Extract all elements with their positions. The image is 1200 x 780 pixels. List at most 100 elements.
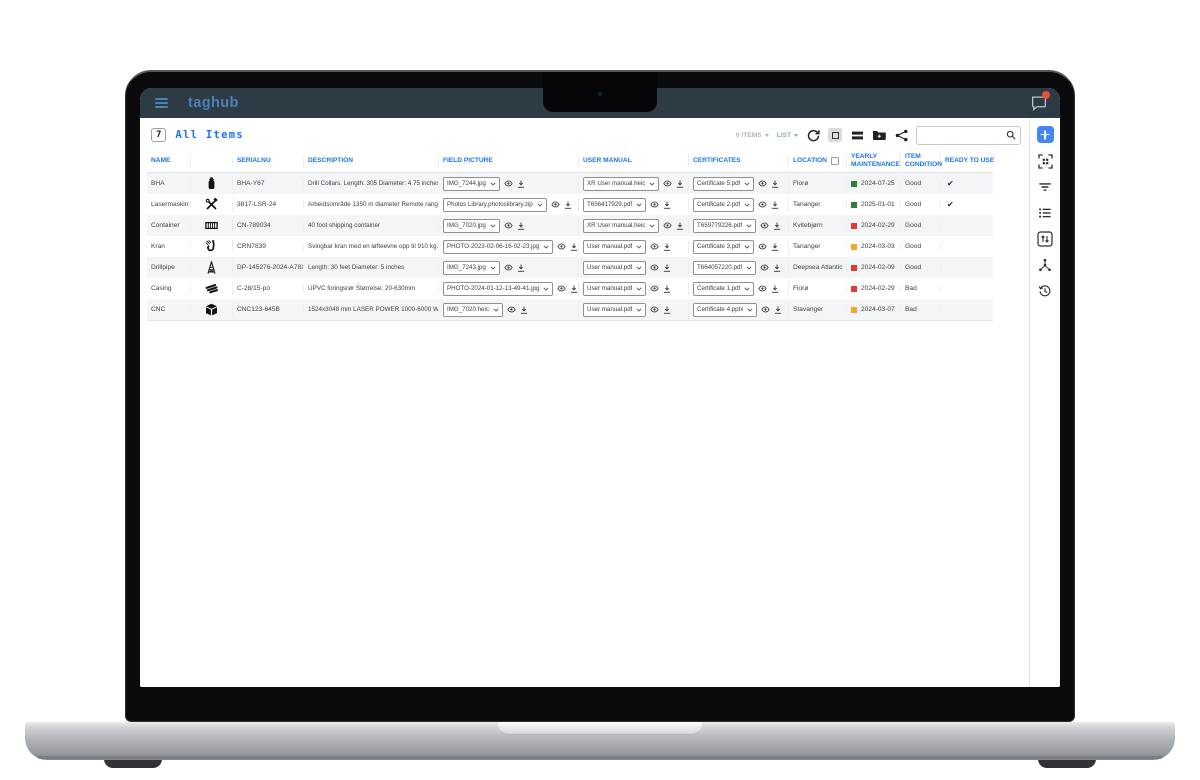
user-manual-select[interactable]: User manual.pdf [583,281,647,296]
preview-icon[interactable] [504,222,513,229]
preview-icon[interactable] [760,264,769,271]
preview-icon[interactable] [761,306,771,313]
history-icon[interactable] [1037,283,1053,299]
field-picture-select[interactable]: IMG_7020.heic [443,302,503,317]
preview-icon[interactable] [504,264,513,271]
preview-icon[interactable] [650,243,659,250]
col-description[interactable]: DESCRIPTION [304,154,439,168]
messages-icon[interactable] [1030,91,1050,111]
field-picture-select[interactable]: IMG_7244.jpg [443,176,500,191]
table-row[interactable]: Drillpipe DP-145276-2024-A78X Length: 30 f… [147,257,993,278]
table-row[interactable]: Kran CRN7839 Svingbar kran med en løfteevn… [147,236,993,257]
preview-icon[interactable] [758,243,767,250]
preview-icon[interactable] [663,222,673,229]
preview-icon[interactable] [650,201,659,208]
download-icon[interactable] [517,221,525,230]
preview-icon[interactable] [557,285,566,292]
preview-icon[interactable] [650,285,659,292]
user-manual-select[interactable]: T656417929.pdf [583,197,647,212]
item-name: Kran [147,243,191,250]
search-input[interactable] [921,131,1003,139]
folder-move-icon[interactable] [872,128,886,142]
search-box[interactable] [916,125,1021,145]
field-picture-select[interactable]: PHOTO-2023-02-06-16-02-23.jpg [443,239,554,254]
items-count-dropdown[interactable]: 0 ITEMS [736,132,769,139]
download-icon[interactable] [663,200,671,209]
table-row[interactable]: Container CN-789034 40 foot shipping conta… [147,215,993,236]
field-picture-select[interactable]: PHOTO-2024-01-12-13-49-41.jpg [443,281,554,296]
share-icon[interactable] [894,128,908,142]
preview-icon[interactable] [557,243,566,250]
preview-icon[interactable] [551,201,560,208]
field-picture-select[interactable]: Photos Library.photoslibrary.zip [443,197,547,212]
download-icon[interactable] [774,305,782,314]
download-icon[interactable] [676,179,684,188]
preview-icon[interactable] [758,285,767,292]
certificate-select[interactable]: Certificate 3.pdf [693,239,755,254]
col-field-picture[interactable]: FIELD PICTURE [439,154,579,168]
preview-icon[interactable] [504,180,513,187]
preview-icon[interactable] [758,201,767,208]
col-name[interactable]: NAME [147,154,191,168]
download-icon[interactable] [771,200,779,209]
preview-icon[interactable] [760,222,769,229]
preview-icon[interactable] [758,180,767,187]
select-frame-icon[interactable] [828,128,842,142]
certificate-select[interactable]: Certificate 5.pdf [693,176,755,191]
user-manual-select[interactable]: User manual.pdf [583,302,647,317]
download-icon[interactable] [771,179,779,188]
col-certificates[interactable]: CERTIFICATES [689,154,789,168]
filter-icon[interactable] [1037,179,1053,195]
download-icon[interactable] [773,221,781,230]
preview-icon[interactable] [663,180,673,187]
download-icon[interactable] [663,305,671,314]
download-icon[interactable] [517,263,525,272]
rows-density-icon[interactable] [850,128,864,142]
user-manual-select[interactable]: XR User manual.heic [583,176,660,191]
col-serialnu[interactable]: SERIALNU [233,154,304,168]
certificate-select[interactable]: T659779226.pdf [693,218,757,233]
table-row[interactable]: Casing C-28/15-po UPVC foringsrør Størrels… [147,278,993,299]
col-item-condition[interactable]: ITEM CONDITION [901,150,942,172]
col-location[interactable]: LOCATION [789,154,847,168]
download-icon[interactable] [570,284,578,293]
sort-box-icon[interactable] [1037,231,1053,247]
list-view-icon[interactable] [1037,205,1053,221]
table-row[interactable]: CNC CNC123-645B 1524x3048 mm LASER POWER 1… [147,299,993,320]
field-picture-select[interactable]: IMG_7020.jpg [443,218,500,233]
qr-scan-icon[interactable] [1037,153,1053,169]
network-icon[interactable] [1037,257,1053,273]
refresh-icon[interactable] [806,128,820,142]
download-icon[interactable] [663,284,671,293]
download-icon[interactable] [520,305,528,314]
user-manual-select[interactable]: XR User manual.heic [583,218,660,233]
download-icon[interactable] [663,242,671,251]
preview-icon[interactable] [650,264,659,271]
location-checkbox-icon[interactable] [830,156,839,165]
col-user-manual[interactable]: USER MANUAL [579,154,689,168]
download-icon[interactable] [564,200,572,209]
preview-icon[interactable] [507,306,516,313]
table-row[interactable]: Lasermaskin 3817-LSR-24 Arbeidsområde 1350… [147,194,993,215]
user-manual-select[interactable]: User manual.pdf [583,260,647,275]
menu-icon[interactable] [155,97,168,109]
certificate-select[interactable]: Certificate 1.pdf [693,281,755,296]
table-row[interactable]: BHA BHA-Y67 Drill Collars. Length: 305 Dia… [147,173,993,194]
preview-icon[interactable] [650,306,659,313]
download-icon[interactable] [773,263,781,272]
download-icon[interactable] [517,179,525,188]
download-icon[interactable] [771,284,779,293]
user-manual-select[interactable]: User manual.pdf [583,239,647,254]
certificate-select[interactable]: T664057220.pdf [693,260,757,275]
col-ready-to-use[interactable]: READY TO USE [945,156,995,164]
col-yearly-maintenance[interactable]: YEARLY MAINTENANCE [847,150,901,172]
view-mode-dropdown[interactable]: LIST [777,132,798,139]
certificate-select[interactable]: Certificate 2.pdf [693,197,755,212]
download-icon[interactable] [570,242,578,251]
download-icon[interactable] [771,242,779,251]
download-icon[interactable] [676,221,684,230]
field-picture-select[interactable]: IMG_7243.jpg [443,260,500,275]
add-item-button[interactable] [1036,126,1054,143]
download-icon[interactable] [663,263,671,272]
certificate-select[interactable]: Certificate 4.pptx [693,302,758,317]
